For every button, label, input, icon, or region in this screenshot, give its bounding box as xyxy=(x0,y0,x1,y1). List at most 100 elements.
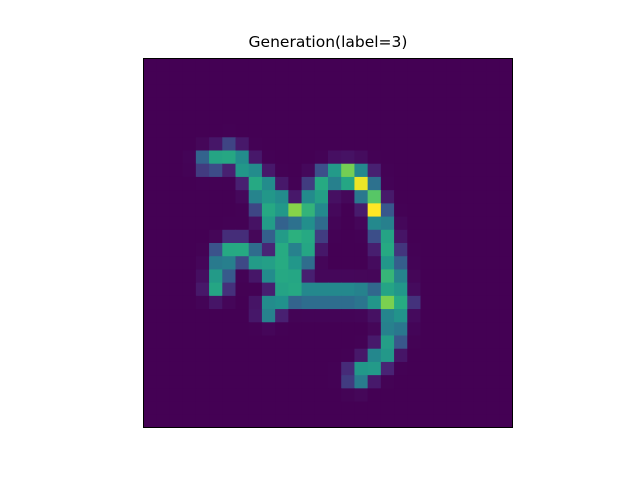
heatmap-cell xyxy=(434,322,448,336)
heatmap-cell xyxy=(473,217,487,231)
chart-title: Generation(label=3) xyxy=(0,33,640,51)
heatmap-cell xyxy=(156,283,170,297)
heatmap-cell xyxy=(328,402,342,416)
heatmap-cell xyxy=(275,269,289,283)
heatmap-cell xyxy=(394,309,408,323)
heatmap-cell xyxy=(394,203,408,217)
heatmap-cell xyxy=(368,190,382,204)
heatmap-cell xyxy=(209,375,223,389)
heatmap-cell xyxy=(222,415,236,428)
heatmap-cell xyxy=(262,177,276,191)
heatmap-cell xyxy=(381,283,395,297)
heatmap-cell xyxy=(315,375,329,389)
heatmap-cell xyxy=(302,309,316,323)
heatmap-cell xyxy=(473,151,487,165)
heatmap-cell xyxy=(222,388,236,402)
heatmap-cell xyxy=(341,322,355,336)
heatmap-cell xyxy=(381,336,395,350)
heatmap-cell xyxy=(341,151,355,165)
heatmap-cell xyxy=(460,164,474,178)
heatmap-cell xyxy=(354,177,368,191)
heatmap-cell xyxy=(196,415,210,428)
heatmap-cell xyxy=(209,415,223,428)
heatmap-cell xyxy=(473,415,487,428)
heatmap-cell xyxy=(183,190,197,204)
heatmap-cell xyxy=(196,269,210,283)
heatmap-cell xyxy=(460,203,474,217)
heatmap-cell xyxy=(169,111,183,125)
heatmap-cell xyxy=(368,256,382,270)
heatmap-cell xyxy=(354,84,368,98)
heatmap-cell xyxy=(407,296,421,310)
heatmap-cell xyxy=(275,84,289,98)
heatmap-cell xyxy=(302,177,316,191)
heatmap-cell xyxy=(500,177,513,191)
heatmap-cell xyxy=(473,402,487,416)
heatmap-cell xyxy=(421,71,435,85)
heatmap-cell xyxy=(341,415,355,428)
heatmap-cell xyxy=(143,203,157,217)
heatmap-cell xyxy=(169,349,183,363)
heatmap-cell xyxy=(473,124,487,138)
heatmap-cell xyxy=(143,402,157,416)
heatmap-cell xyxy=(156,322,170,336)
heatmap-cell xyxy=(434,230,448,244)
heatmap-cell xyxy=(183,349,197,363)
heatmap-cell xyxy=(460,269,474,283)
heatmap-cell xyxy=(196,151,210,165)
heatmap-cell xyxy=(473,177,487,191)
heatmap-cell xyxy=(421,203,435,217)
heatmap-cell xyxy=(315,71,329,85)
heatmap-cell xyxy=(275,151,289,165)
heatmap-cell xyxy=(368,322,382,336)
heatmap-cell xyxy=(209,111,223,125)
heatmap-cell xyxy=(500,415,513,428)
heatmap-cell xyxy=(288,362,302,376)
heatmap-cell xyxy=(196,322,210,336)
heatmap-cell xyxy=(368,230,382,244)
heatmap-cell xyxy=(169,124,183,138)
heatmap-cell xyxy=(209,388,223,402)
heatmap-cell xyxy=(275,296,289,310)
heatmap-cell xyxy=(473,269,487,283)
heatmap-cell xyxy=(275,388,289,402)
heatmap-cell xyxy=(288,203,302,217)
heatmap-cell xyxy=(183,388,197,402)
heatmap-cell xyxy=(434,256,448,270)
heatmap-cell xyxy=(222,362,236,376)
heatmap-cell xyxy=(354,336,368,350)
heatmap-cell xyxy=(196,58,210,72)
heatmap-cell xyxy=(169,58,183,72)
heatmap-cell xyxy=(236,336,250,350)
heatmap-cell xyxy=(302,415,316,428)
heatmap-cell xyxy=(222,177,236,191)
heatmap-cell xyxy=(143,243,157,257)
heatmap-cell xyxy=(473,111,487,125)
heatmap-cell xyxy=(421,137,435,151)
heatmap-cell xyxy=(354,124,368,138)
heatmap-cell xyxy=(500,124,513,138)
heatmap-cell xyxy=(394,190,408,204)
heatmap-cell xyxy=(500,309,513,323)
heatmap-cell xyxy=(407,362,421,376)
heatmap-cell xyxy=(341,375,355,389)
heatmap-cell xyxy=(222,256,236,270)
heatmap-cell xyxy=(328,111,342,125)
heatmap-cell xyxy=(288,58,302,72)
heatmap-cell xyxy=(341,217,355,231)
heatmap-cell xyxy=(328,151,342,165)
heatmap-cell xyxy=(447,230,461,244)
heatmap-cell xyxy=(500,58,513,72)
heatmap-cell xyxy=(275,415,289,428)
heatmap-cell xyxy=(381,71,395,85)
heatmap-cell xyxy=(169,375,183,389)
heatmap-cell xyxy=(236,362,250,376)
heatmap-cell xyxy=(249,362,263,376)
heatmap-cell xyxy=(156,190,170,204)
heatmap-cell xyxy=(196,177,210,191)
heatmap-cell xyxy=(407,137,421,151)
heatmap-cell xyxy=(196,84,210,98)
heatmap-cell xyxy=(315,402,329,416)
heatmap-cell xyxy=(434,71,448,85)
heatmap-cell xyxy=(315,190,329,204)
